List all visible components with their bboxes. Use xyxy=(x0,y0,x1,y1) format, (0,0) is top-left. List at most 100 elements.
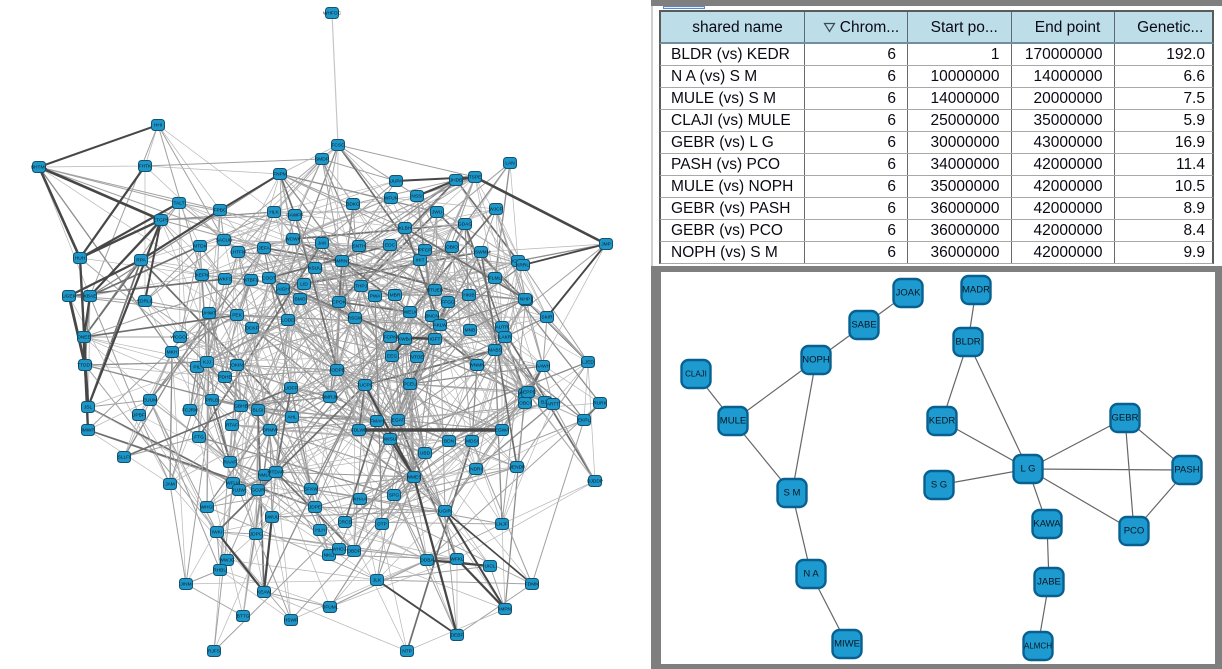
svg-text:GBHB: GBHB xyxy=(234,404,248,410)
svg-text:PIL: PIL xyxy=(193,365,201,371)
svg-text:WISU: WISU xyxy=(384,437,397,443)
svg-text:RJFS: RJFS xyxy=(208,649,220,655)
svg-text:DMRJN: DMRJN xyxy=(322,395,339,401)
svg-text:RHBU: RHBU xyxy=(213,568,227,574)
svg-text:JINM: JINM xyxy=(180,582,191,588)
svg-text:WJCP: WJCP xyxy=(489,207,503,213)
svg-text:KEAW: KEAW xyxy=(257,590,271,596)
svg-text:OFUML: OFUML xyxy=(322,605,339,611)
svg-text:KBAE: KBAE xyxy=(84,294,97,300)
svg-text:WHGI: WHGI xyxy=(200,505,213,511)
svg-text:EUUM: EUUM xyxy=(143,398,157,404)
svg-text:MTDK: MTDK xyxy=(193,244,207,250)
svg-text:KLBH: KLBH xyxy=(399,226,412,232)
svg-text:NHP: NHP xyxy=(520,297,530,303)
svg-text:SWUU: SWUU xyxy=(265,515,280,521)
svg-text:HHI: HHI xyxy=(154,123,162,129)
svg-text:KWBA: KWBA xyxy=(398,337,413,343)
svg-text:EEG: EEG xyxy=(387,354,397,360)
svg-text:KRRU: KRRU xyxy=(516,263,530,269)
svg-text:FLML: FLML xyxy=(489,276,502,282)
svg-text:ARTT: ARTT xyxy=(547,402,560,408)
svg-text:DCKF: DCKF xyxy=(245,326,258,332)
svg-text:UGEK: UGEK xyxy=(62,294,76,300)
svg-text:LID: LID xyxy=(300,282,308,288)
svg-text:IGFT: IGFT xyxy=(430,337,441,343)
svg-text:MTDAR: MTDAR xyxy=(267,470,285,476)
svg-text:HLK: HLK xyxy=(269,210,279,216)
svg-text:OBCI: OBCI xyxy=(519,401,531,407)
svg-text:OBIO: OBIO xyxy=(446,245,458,251)
svg-text:RSGW: RSGW xyxy=(348,316,363,322)
svg-text:FCSC: FCSC xyxy=(331,143,345,149)
svg-text:NTOE: NTOE xyxy=(410,355,423,361)
svg-text:IUJW: IUJW xyxy=(233,488,245,494)
svg-text:KHAA: KHAA xyxy=(353,497,367,503)
svg-text:HKIB: HKIB xyxy=(463,293,474,299)
svg-text:AKLW: AKLW xyxy=(433,323,447,329)
svg-text:IWKI: IWKI xyxy=(212,530,222,536)
svg-text:LAKR: LAKR xyxy=(499,335,512,341)
svg-text:SLLFI: SLLFI xyxy=(118,455,131,461)
svg-text:PCEU: PCEU xyxy=(403,382,417,388)
svg-text:AHL: AHL xyxy=(287,415,297,421)
svg-text:TALT: TALT xyxy=(173,201,184,207)
svg-text:CRCD: CRCD xyxy=(338,520,352,526)
svg-text:BMRNS: BMRNS xyxy=(333,259,350,265)
svg-text:BTTG: BTTG xyxy=(237,614,250,620)
svg-text:WFKL: WFKL xyxy=(450,557,464,563)
svg-text:OKIN: OKIN xyxy=(231,363,243,369)
svg-text:BHTML: BHTML xyxy=(31,165,48,171)
svg-text:WFUA: WFUA xyxy=(226,481,241,487)
svg-text:TUCPG: TUCPG xyxy=(357,383,374,389)
svg-text:JAM: JAM xyxy=(165,482,175,488)
svg-text:LODD: LODD xyxy=(281,318,295,324)
svg-text:BLGI: BLGI xyxy=(253,408,264,414)
svg-text:HSWP: HSWP xyxy=(284,618,298,624)
svg-text:ORMW: ORMW xyxy=(262,428,278,434)
svg-text:RTUED: RTUED xyxy=(427,288,444,294)
svg-text:JSL: JSL xyxy=(84,405,93,411)
svg-text:SKIR: SKIR xyxy=(541,315,553,321)
svg-text:LHTFM: LHTFM xyxy=(230,250,246,256)
svg-text:SACUU: SACUU xyxy=(216,238,233,244)
svg-text:KEFN: KEFN xyxy=(196,273,209,279)
svg-text:FHTK: FHTK xyxy=(139,164,152,170)
svg-text:PDHE: PDHE xyxy=(218,375,231,381)
svg-text:PEK: PEK xyxy=(232,313,242,319)
svg-text:PFCP: PFCP xyxy=(419,248,432,254)
svg-text:NTP: NTP xyxy=(402,649,412,655)
svg-text:FDMM: FDMM xyxy=(525,582,539,588)
svg-text:FDLWB: FDLWB xyxy=(351,428,367,434)
svg-text:WNMN: WNMN xyxy=(469,363,485,369)
svg-text:BDN: BDN xyxy=(444,439,455,445)
svg-text:EGAT: EGAT xyxy=(392,418,405,424)
svg-text:DTP: DTP xyxy=(377,522,387,528)
svg-text:MTBFU: MTBFU xyxy=(243,278,260,284)
svg-text:CPOK: CPOK xyxy=(332,300,346,306)
svg-text:HLH: HLH xyxy=(315,528,325,534)
svg-text:LNJF: LNJF xyxy=(496,522,508,528)
svg-text:NKLI: NKLI xyxy=(324,553,335,559)
svg-text:FCPK: FCPK xyxy=(384,335,398,341)
svg-text:IMPN: IMPN xyxy=(499,607,512,613)
svg-text:RPA: RPA xyxy=(136,258,146,264)
svg-text:WMES: WMES xyxy=(407,475,422,481)
svg-text:PWA: PWA xyxy=(370,294,382,300)
svg-text:DEBF: DEBF xyxy=(451,633,464,639)
svg-text:UHWT: UHWT xyxy=(202,311,216,317)
svg-text:UOFP: UOFP xyxy=(284,386,297,392)
svg-text:BNCN: BNCN xyxy=(425,314,439,320)
svg-text:RTAF: RTAF xyxy=(226,423,238,429)
svg-text:EGWA: EGWA xyxy=(495,428,510,434)
svg-text:LAN: LAN xyxy=(505,161,515,167)
svg-text:COOT: COOT xyxy=(262,276,276,282)
svg-text:SNTH: SNTH xyxy=(352,244,366,250)
svg-text:GOJR: GOJR xyxy=(251,488,265,494)
svg-text:BMO: BMO xyxy=(295,297,306,303)
svg-text:EDC: EDC xyxy=(385,243,396,249)
svg-text:MABS: MABS xyxy=(488,348,502,354)
svg-text:JWU: JWU xyxy=(432,210,443,216)
svg-text:JEFA: JEFA xyxy=(258,246,270,252)
svg-text:WFUN: WFUN xyxy=(384,196,399,202)
